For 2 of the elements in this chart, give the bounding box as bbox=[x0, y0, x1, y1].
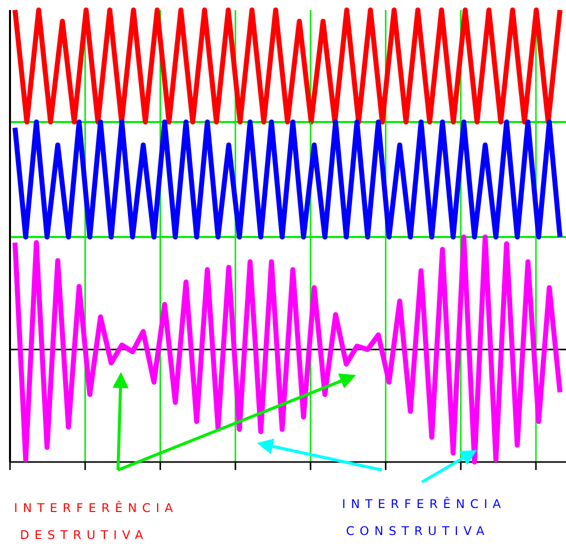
text: INTERFERÊNCIA DESTRUTIVA bbox=[14, 500, 178, 542]
text: INTERFERÊNCIA CONSTRUTIVA bbox=[342, 496, 506, 538]
